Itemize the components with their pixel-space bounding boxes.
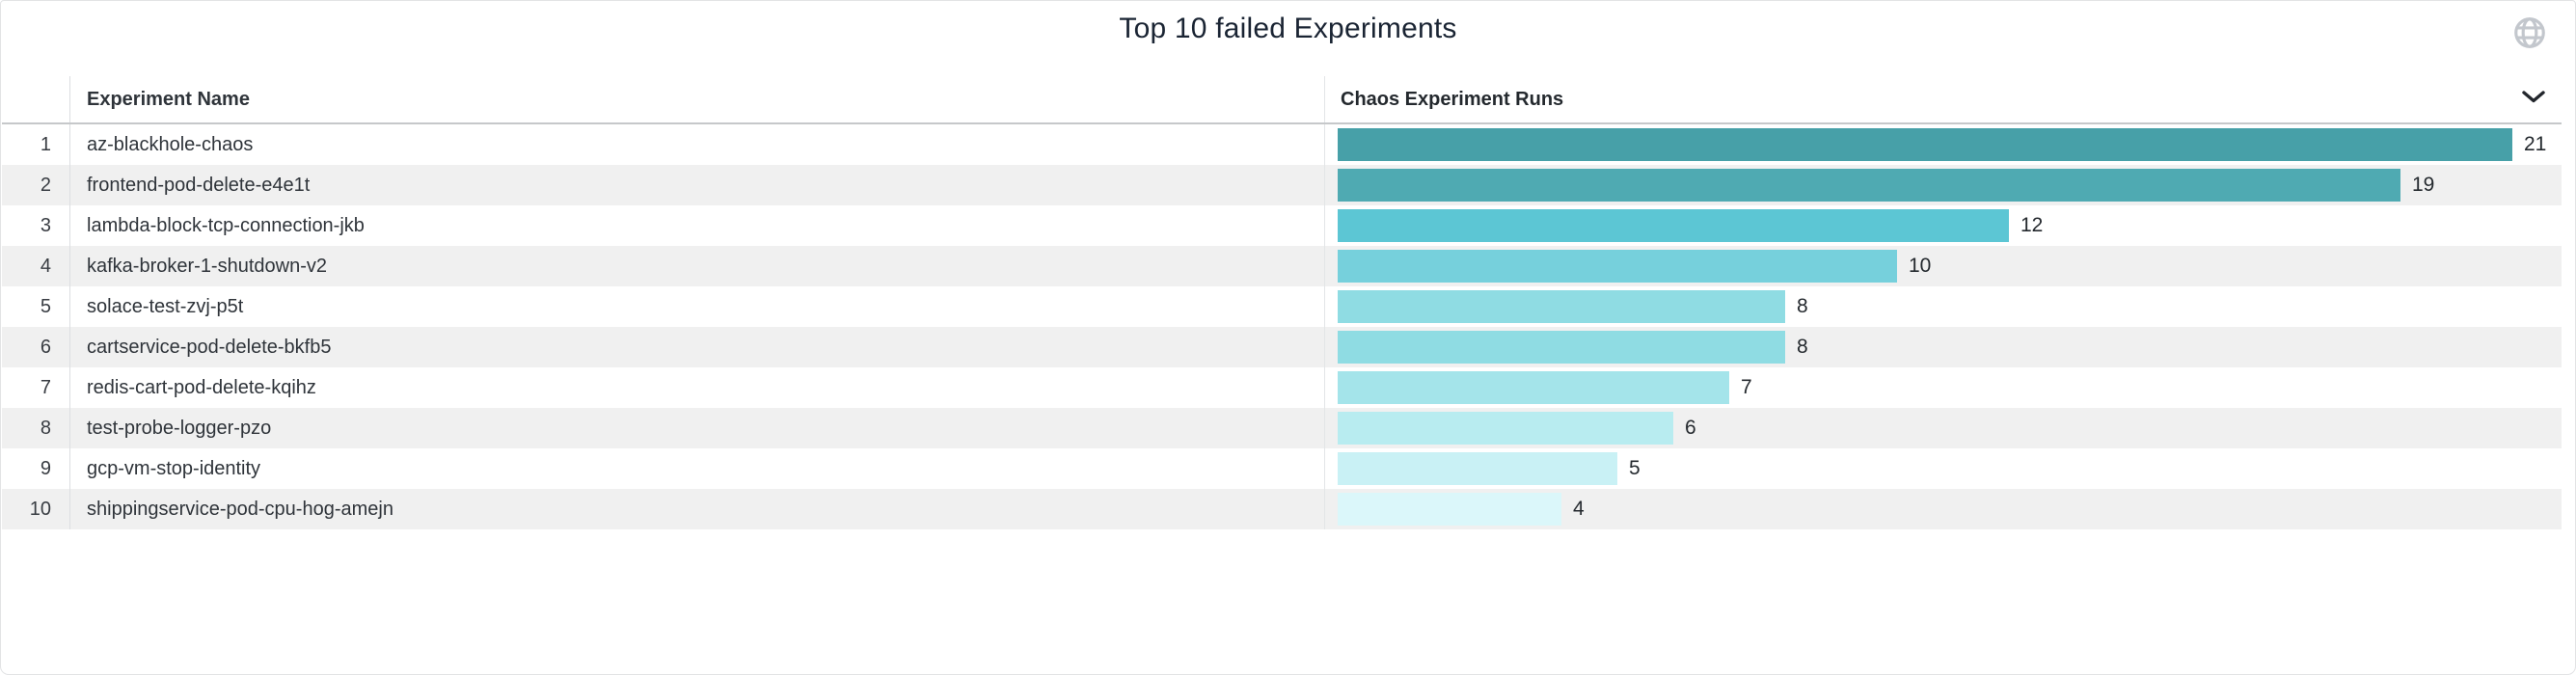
experiment-name-cell: frontend-pod-delete-e4e1t [70, 165, 1325, 205]
experiment-runs-cell: 7 [1325, 367, 2562, 408]
experiment-runs-cell: 5 [1325, 448, 2562, 489]
experiment-runs-cell: 21 [1325, 124, 2562, 165]
experiment-runs-cell: 10 [1325, 246, 2562, 286]
row-number-cell: 5 [2, 286, 70, 327]
table-body: 1 az-blackhole-chaos 21 2 frontend-pod-delet… [2, 124, 2562, 529]
experiment-runs-bar [1338, 250, 1897, 283]
experiment-name-cell: cartservice-pod-delete-bkfb5 [70, 327, 1325, 367]
experiment-runs-cell: 8 [1325, 286, 2562, 327]
row-number-cell: 1 [2, 124, 70, 165]
row-number-cell: 10 [2, 489, 70, 529]
globe-icon[interactable] [2511, 14, 2548, 51]
experiment-runs-bar [1338, 412, 1673, 445]
table-row: 4 kafka-broker-1-shutdown-v2 10 [2, 246, 2562, 286]
experiment-runs-value: 10 [1909, 255, 1932, 277]
experiment-runs-bar [1338, 331, 1785, 364]
table-row: 10 shippingservice-pod-cpu-hog-amejn 4 [2, 489, 2562, 529]
row-number-cell: 9 [2, 448, 70, 489]
experiment-runs-bar [1338, 371, 1729, 404]
row-number-cell: 2 [2, 165, 70, 205]
experiment-runs-value: 19 [2412, 174, 2435, 196]
experiment-name-cell: az-blackhole-chaos [70, 124, 1325, 165]
table-row: 2 frontend-pod-delete-e4e1t 19 [2, 165, 2562, 205]
row-number-cell: 8 [2, 408, 70, 448]
table-row: 1 az-blackhole-chaos 21 [2, 124, 2562, 165]
experiment-runs-bar [1338, 493, 1561, 526]
experiment-name-cell: kafka-broker-1-shutdown-v2 [70, 246, 1325, 286]
row-number-cell: 6 [2, 327, 70, 367]
experiment-runs-value: 12 [2020, 214, 2044, 236]
experiment-name-cell: test-probe-logger-pzo [70, 408, 1325, 448]
experiment-name-cell: solace-test-zvj-p5t [70, 286, 1325, 327]
experiment-name-cell: gcp-vm-stop-identity [70, 448, 1325, 489]
table-row: 5 solace-test-zvj-p5t 8 [2, 286, 2562, 327]
table-row: 6 cartservice-pod-delete-bkfb5 8 [2, 327, 2562, 367]
experiment-runs-cell: 19 [1325, 165, 2562, 205]
row-number-header-cell [2, 76, 70, 122]
experiment-runs-value: 8 [1797, 336, 1808, 358]
experiment-name-cell: lambda-block-tcp-connection-jkb [70, 205, 1325, 246]
row-number-cell: 7 [2, 367, 70, 408]
table-row: 7 redis-cart-pod-delete-kqihz 7 [2, 367, 2562, 408]
experiment-runs-cell: 12 [1325, 205, 2562, 246]
experiment-name-cell: redis-cart-pod-delete-kqihz [70, 367, 1325, 408]
experiment-runs-bar [1338, 209, 2009, 242]
experiment-runs-cell: 8 [1325, 327, 2562, 367]
chevron-down-icon[interactable] [2521, 91, 2546, 109]
column-header-chaos-experiment-runs[interactable]: Chaos Experiment Runs [1325, 76, 2562, 122]
table-header-row: Experiment Name Chaos Experiment Runs [2, 76, 2562, 124]
table-row: 8 test-probe-logger-pzo 6 [2, 408, 2562, 448]
experiment-runs-value: 8 [1797, 295, 1808, 317]
table-row: 3 lambda-block-tcp-connection-jkb 12 [2, 205, 2562, 246]
row-number-cell: 4 [2, 246, 70, 286]
experiment-runs-bar [1338, 452, 1617, 485]
experiment-runs-value: 7 [1741, 376, 1752, 398]
experiment-runs-value: 4 [1573, 498, 1585, 520]
experiment-runs-cell: 6 [1325, 408, 2562, 448]
row-number-cell: 3 [2, 205, 70, 246]
column-header-experiment-name[interactable]: Experiment Name [70, 76, 1325, 122]
experiment-runs-bar [1338, 128, 2512, 161]
table-row: 9 gcp-vm-stop-identity 5 [2, 448, 2562, 489]
column-header-runs-label: Chaos Experiment Runs [1341, 88, 1564, 110]
experiment-name-cell: shippingservice-pod-cpu-hog-amejn [70, 489, 1325, 529]
experiment-runs-value: 5 [1629, 457, 1641, 479]
experiment-runs-cell: 4 [1325, 489, 2562, 529]
experiment-runs-bar [1338, 290, 1785, 323]
experiment-runs-value: 21 [2524, 133, 2547, 155]
experiment-runs-bar [1338, 169, 2400, 202]
panel-title: Top 10 failed Experiments [1119, 13, 1457, 44]
experiment-runs-value: 6 [1685, 417, 1696, 439]
